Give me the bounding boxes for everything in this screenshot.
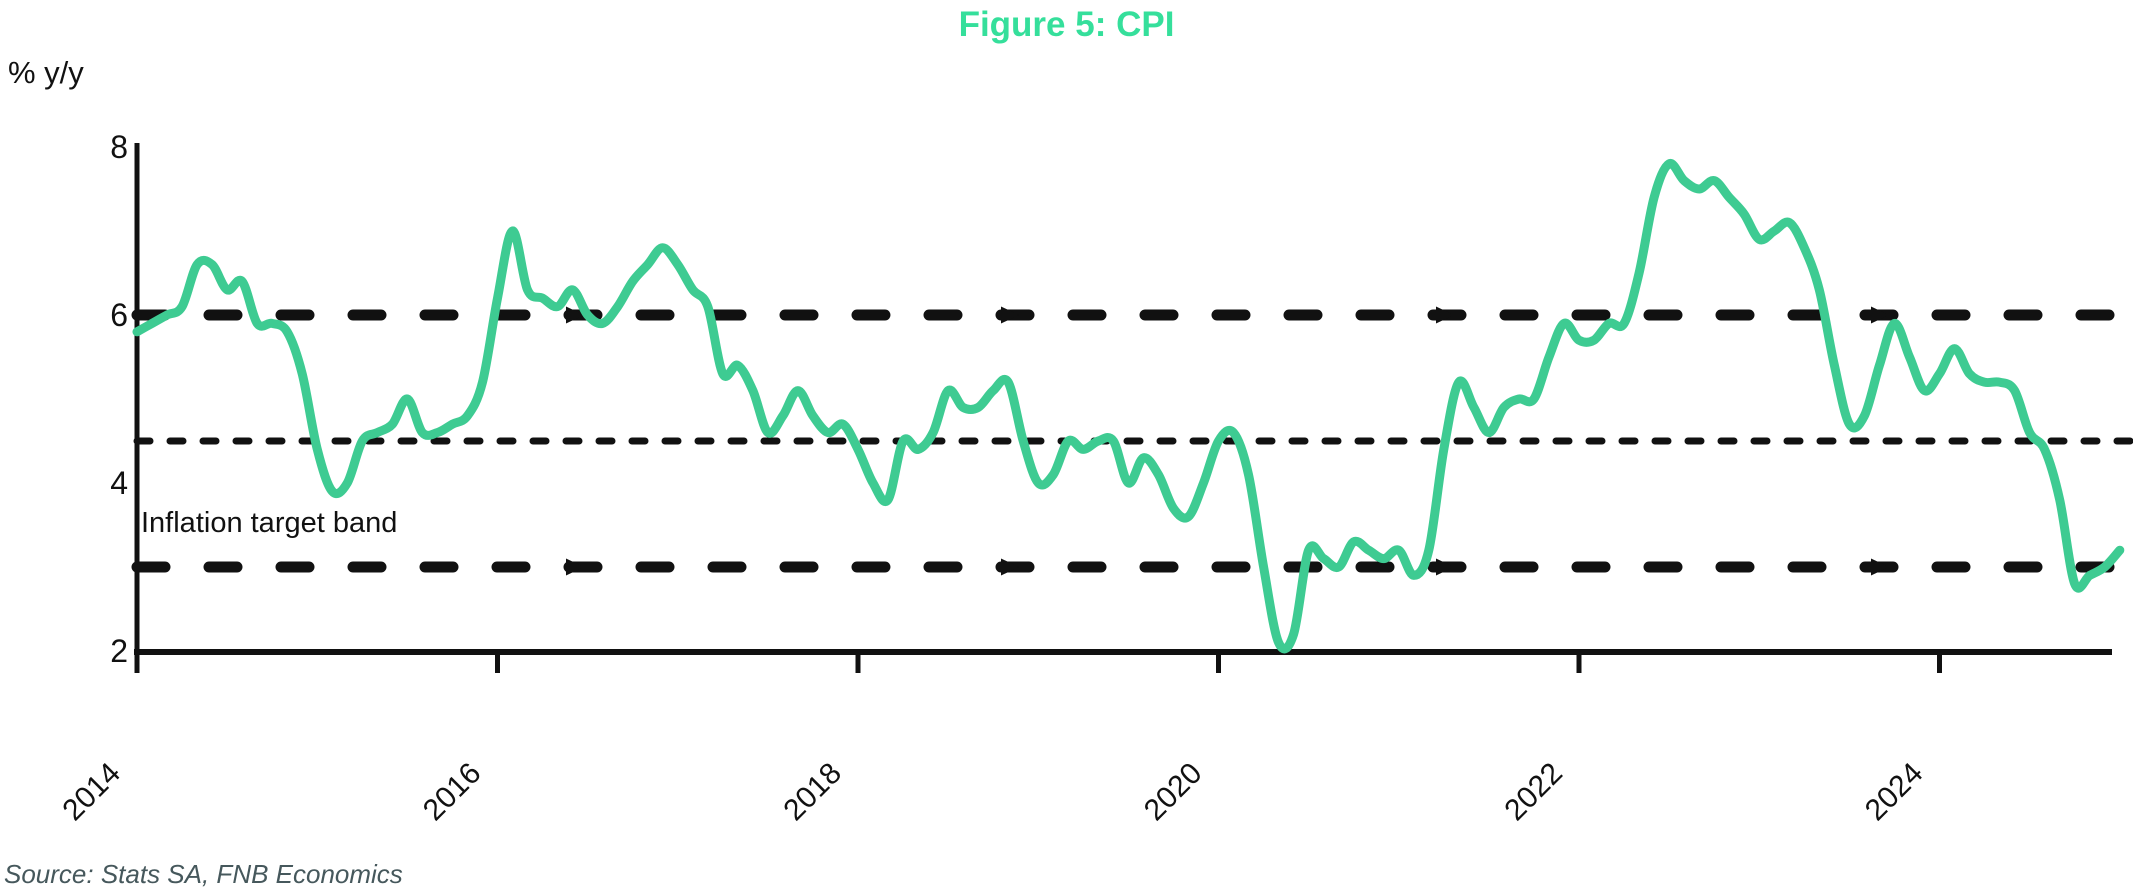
- x-tick-label: 2016: [417, 757, 488, 828]
- x-tick-label: 2022: [1498, 757, 1569, 828]
- cpi-line: [132, 159, 2125, 654]
- y-tick-label: 6: [110, 297, 128, 333]
- source-note: Source: Stats SA, FNB Economics: [4, 859, 403, 889]
- dash-arrow-marker: [1871, 306, 1889, 324]
- y-tick-label: 4: [110, 465, 128, 501]
- dash-arrow-marker: [1436, 306, 1454, 324]
- y-axis-unit-label: % y/y: [8, 55, 84, 90]
- dash-arrow-marker: [1871, 558, 1889, 576]
- y-tick-label: 8: [110, 129, 128, 165]
- y-tick-label: 2: [110, 633, 128, 669]
- dash-arrow-marker: [1001, 306, 1019, 324]
- inflation-target-band-label: Inflation target band: [141, 507, 398, 539]
- dash-arrow-marker: [1001, 558, 1019, 576]
- x-tick-label: 2018: [777, 757, 848, 828]
- dash-arrow-marker: [566, 558, 584, 576]
- dash-arrow-marker: [1436, 558, 1454, 576]
- x-tick-label: 2020: [1138, 757, 1209, 828]
- chart-title: Figure 5: CPI: [958, 5, 1175, 44]
- dash-arrow-marker: [566, 306, 584, 324]
- x-tick-label: 2024: [1859, 757, 1930, 828]
- x-tick-label: 2014: [56, 757, 127, 828]
